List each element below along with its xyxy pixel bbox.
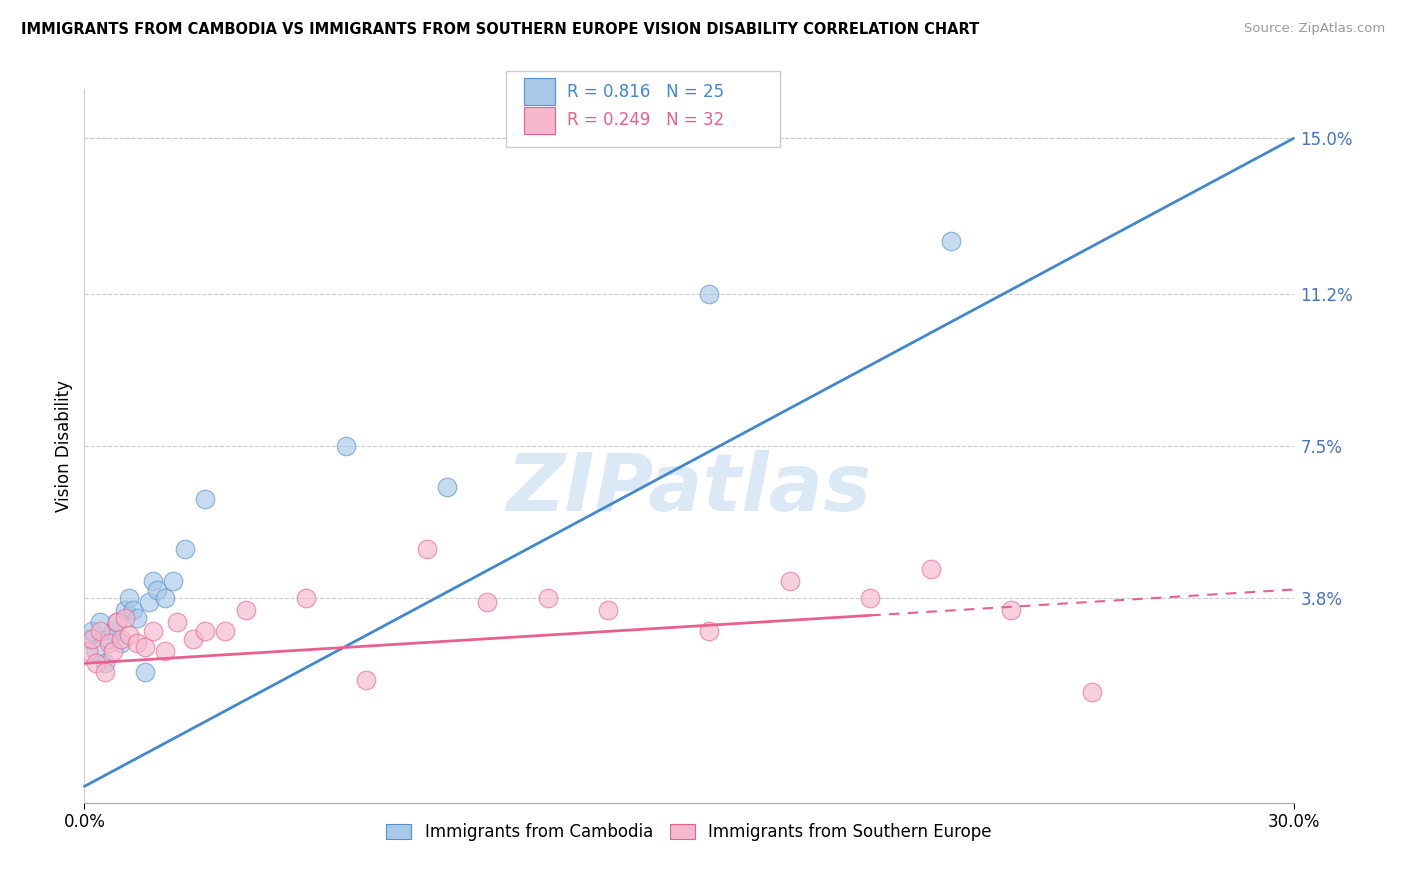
Point <box>77 632 100 646</box>
Point <box>214 624 236 638</box>
Text: R = 0.816   N = 25: R = 0.816 N = 25 <box>567 83 724 101</box>
Point <box>125 611 148 625</box>
Point <box>134 665 156 679</box>
Point <box>537 591 560 605</box>
Point <box>1081 685 1104 699</box>
Point <box>153 591 176 605</box>
Legend: Immigrants from Cambodia, Immigrants from Southern Europe: Immigrants from Cambodia, Immigrants fro… <box>380 817 998 848</box>
Point <box>436 480 458 494</box>
Point <box>939 234 962 248</box>
Point <box>125 636 148 650</box>
Point <box>110 636 132 650</box>
Point <box>134 640 156 654</box>
Point <box>93 657 115 671</box>
Point <box>1000 603 1022 617</box>
Point <box>166 615 188 630</box>
Point <box>194 624 217 638</box>
Point <box>295 591 318 605</box>
Point <box>101 624 124 638</box>
Point <box>142 574 165 589</box>
Point <box>89 624 111 638</box>
Point <box>181 632 204 646</box>
Text: R = 0.249   N = 32: R = 0.249 N = 32 <box>567 112 724 129</box>
Point <box>697 287 720 301</box>
Text: Source: ZipAtlas.com: Source: ZipAtlas.com <box>1244 22 1385 36</box>
Point <box>77 644 100 658</box>
Point <box>82 624 104 638</box>
Point <box>101 644 124 658</box>
Point <box>105 615 128 630</box>
Point <box>779 574 801 589</box>
Point <box>118 591 141 605</box>
Point <box>153 644 176 658</box>
Point <box>356 673 378 687</box>
Point <box>86 644 108 658</box>
Point <box>110 632 132 646</box>
Point <box>82 632 104 646</box>
Point <box>920 562 942 576</box>
Point <box>162 574 184 589</box>
Point <box>477 595 499 609</box>
Point <box>93 665 115 679</box>
Point <box>138 595 160 609</box>
Point <box>121 603 143 617</box>
Point <box>335 439 357 453</box>
Point <box>142 624 165 638</box>
Point <box>105 615 128 630</box>
Text: IMMIGRANTS FROM CAMBODIA VS IMMIGRANTS FROM SOUTHERN EUROPE VISION DISABILITY CO: IMMIGRANTS FROM CAMBODIA VS IMMIGRANTS F… <box>21 22 980 37</box>
Point <box>146 582 169 597</box>
Point <box>114 603 136 617</box>
Point <box>97 636 120 650</box>
Point <box>114 611 136 625</box>
Point <box>697 624 720 638</box>
Point <box>89 615 111 630</box>
Point <box>97 632 120 646</box>
Point <box>416 541 439 556</box>
Y-axis label: Vision Disability: Vision Disability <box>55 380 73 512</box>
Point <box>235 603 257 617</box>
Text: ZIPatlas: ZIPatlas <box>506 450 872 528</box>
Point <box>859 591 882 605</box>
Point <box>598 603 620 617</box>
Point <box>194 492 217 507</box>
Point <box>86 657 108 671</box>
Point <box>174 541 197 556</box>
Point <box>118 627 141 641</box>
